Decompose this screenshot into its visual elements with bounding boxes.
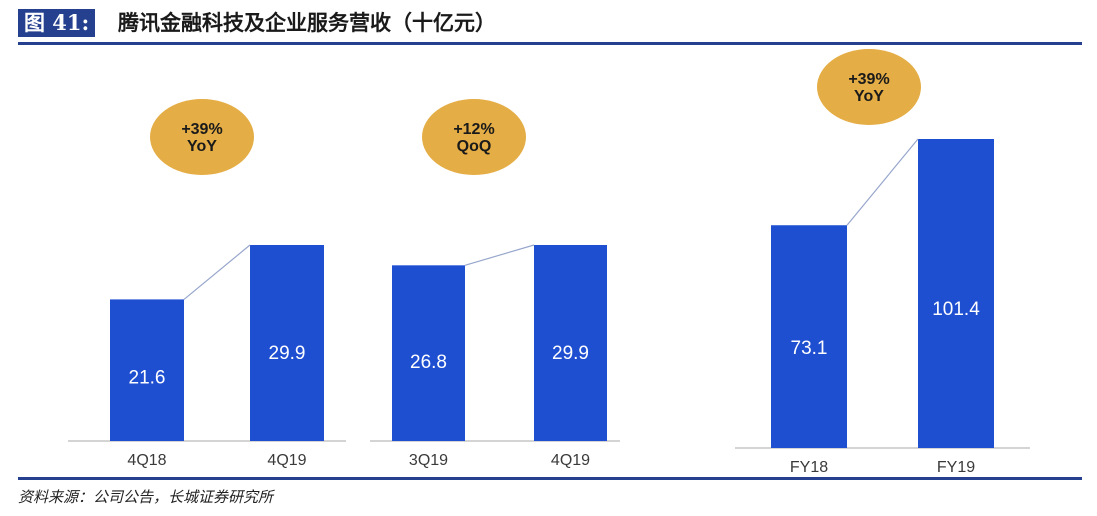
growth-connector bbox=[183, 244, 251, 300]
tick-label: 4Q19 bbox=[551, 452, 590, 469]
bar-fy18 bbox=[771, 225, 847, 448]
growth-connector bbox=[464, 244, 535, 266]
data-label: 26.8 bbox=[410, 352, 447, 373]
tick-label: FY19 bbox=[937, 459, 975, 475]
footer-divider bbox=[18, 477, 1082, 480]
tick-label: 4Q19 bbox=[267, 452, 306, 469]
growth-connector bbox=[846, 138, 919, 226]
tick-label: FY18 bbox=[790, 459, 828, 475]
badge-period: QoQ bbox=[457, 138, 492, 155]
growth-badge bbox=[817, 49, 921, 125]
figure-label: 图 41: bbox=[18, 9, 96, 37]
tick-label: 4Q18 bbox=[127, 452, 166, 469]
data-label: 21.6 bbox=[129, 367, 166, 388]
bar-3q19 bbox=[392, 265, 465, 441]
data-label: 101.4 bbox=[932, 299, 980, 320]
growth-badge bbox=[150, 99, 254, 175]
figure-title: 腾讯金融科技及企业服务营收（十亿元） bbox=[118, 10, 496, 35]
source-note: 资料来源：公司公告，长城证券研究所 bbox=[18, 488, 274, 506]
chart-area: 21.64Q1829.94Q19+39%YoY26.83Q1929.94Q19+… bbox=[68, 49, 1030, 475]
badge-percent: +39% bbox=[848, 71, 889, 88]
data-label: 29.9 bbox=[269, 343, 306, 364]
badge-percent: +12% bbox=[453, 121, 494, 138]
data-label: 73.1 bbox=[791, 338, 828, 359]
bar-fy19 bbox=[918, 139, 994, 448]
tick-label: 3Q19 bbox=[409, 452, 448, 469]
bar-4q19 bbox=[250, 245, 324, 441]
bar-4q18 bbox=[110, 299, 184, 441]
bar-4q19 bbox=[534, 245, 607, 441]
badge-percent: +39% bbox=[181, 121, 222, 138]
badge-period: YoY bbox=[854, 88, 884, 105]
figure-header: 图 41: 腾讯金融科技及企业服务营收（十亿元） bbox=[18, 6, 1082, 45]
badge-period: YoY bbox=[187, 138, 217, 155]
growth-badge bbox=[422, 99, 526, 175]
data-label: 29.9 bbox=[552, 343, 589, 364]
